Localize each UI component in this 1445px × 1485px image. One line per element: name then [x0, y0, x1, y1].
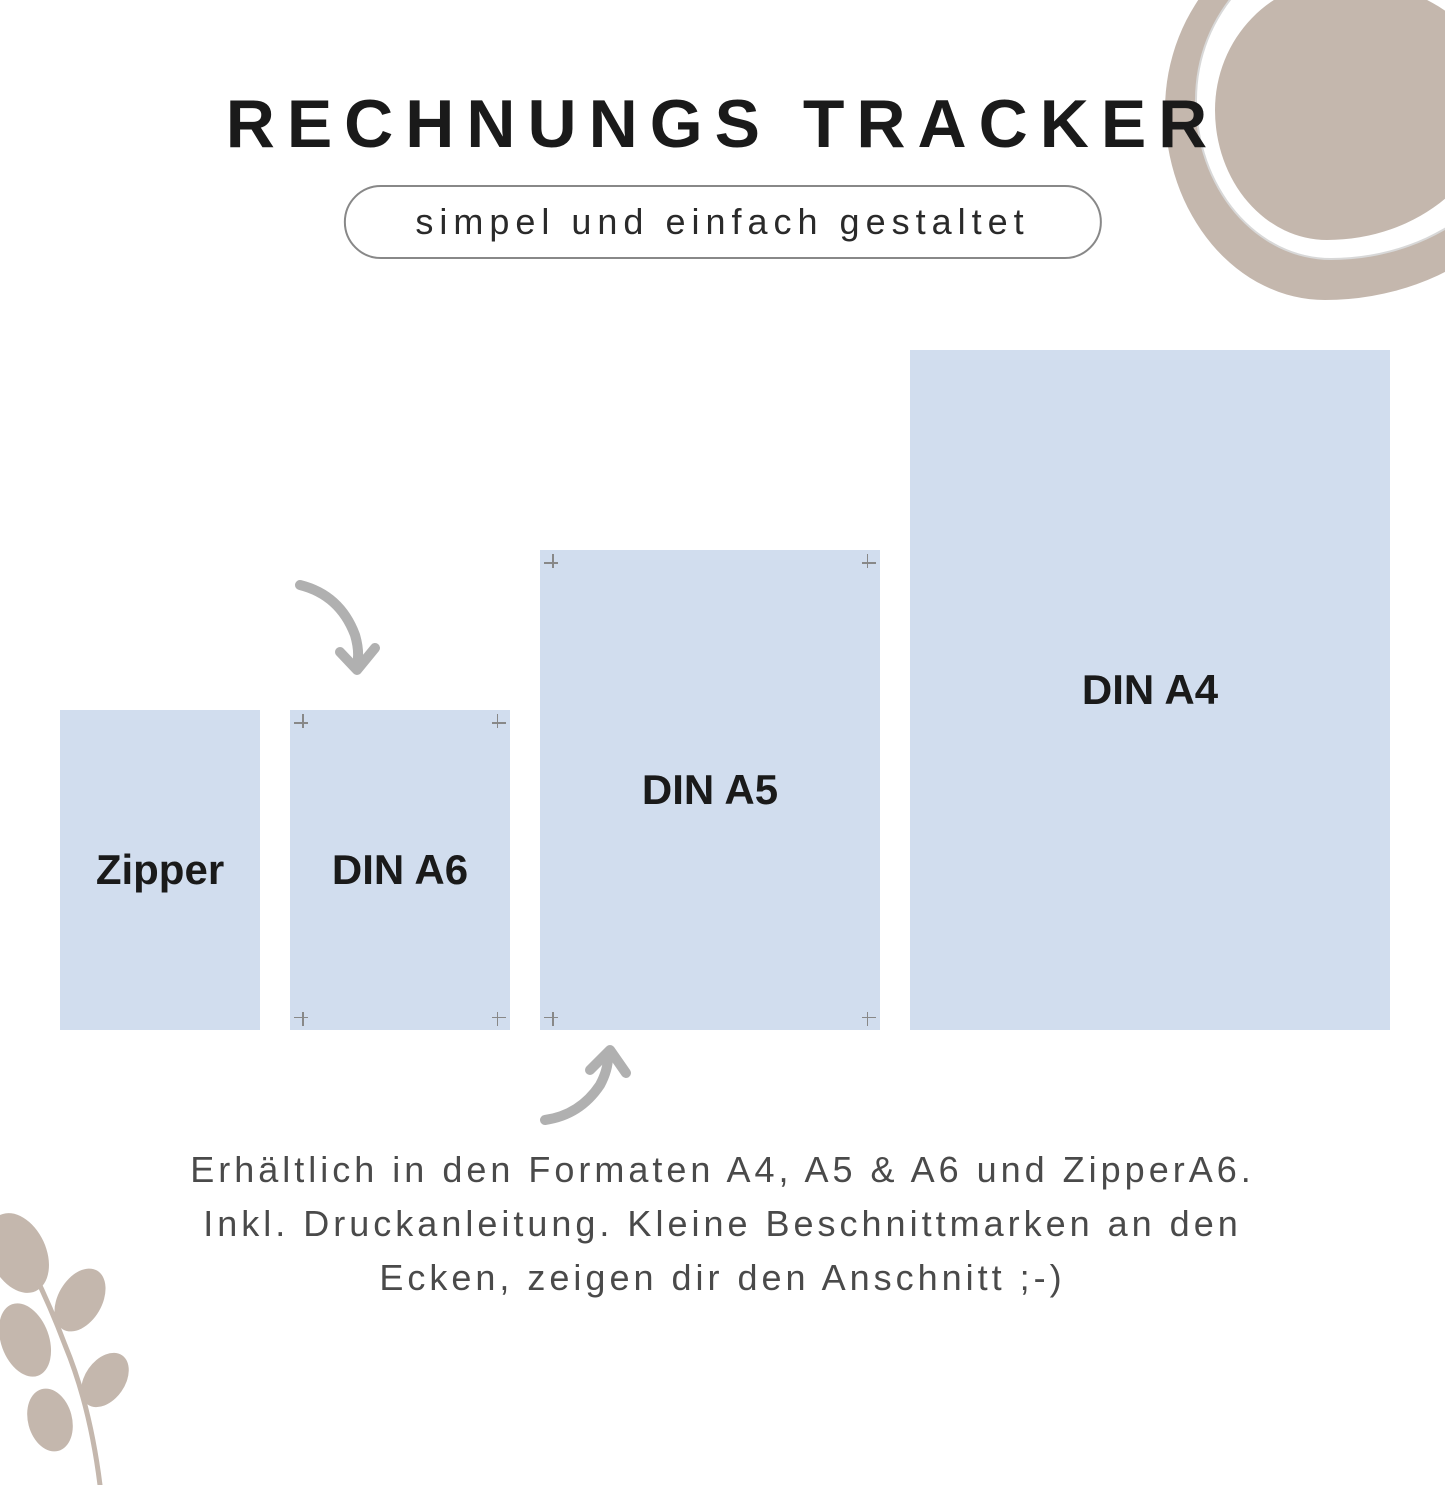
subtitle-pill: simpel und einfach gestaltet: [343, 185, 1101, 259]
subtitle-text: simpel und einfach gestaltet: [415, 201, 1029, 243]
crop-mark-icon: [484, 714, 506, 736]
crop-mark-icon: [854, 554, 876, 576]
crop-mark-icon: [484, 1004, 506, 1026]
paper-label: DIN A4: [1082, 666, 1218, 714]
crop-mark-icon: [854, 1004, 876, 1026]
paper-box: DIN A4: [910, 350, 1390, 1030]
arrow-down-icon: [285, 570, 405, 690]
crop-mark-icon: [544, 554, 566, 576]
paper-box: DIN A6: [290, 710, 510, 1030]
plant-decoration-icon: [0, 1205, 230, 1485]
description-text: Erhältlich in den Formaten A4, A5 & A6 u…: [173, 1143, 1273, 1305]
crop-mark-icon: [294, 1004, 316, 1026]
page-title: RECHNUNGS TRACKER: [226, 85, 1220, 163]
paper-label: DIN A5: [642, 766, 778, 814]
crop-mark-icon: [544, 1004, 566, 1026]
paper-label: DIN A6: [332, 846, 468, 894]
paper-label: Zipper: [96, 846, 224, 894]
paper-box: Zipper: [60, 710, 260, 1030]
crop-mark-icon: [294, 714, 316, 736]
arrow-up-icon: [530, 1035, 640, 1135]
paper-box: DIN A5: [540, 550, 880, 1030]
decorative-blob-inner: [1215, 0, 1445, 240]
paper-size-row: Zipper DIN A6 DIN A5 DIN A4: [60, 350, 1405, 1030]
